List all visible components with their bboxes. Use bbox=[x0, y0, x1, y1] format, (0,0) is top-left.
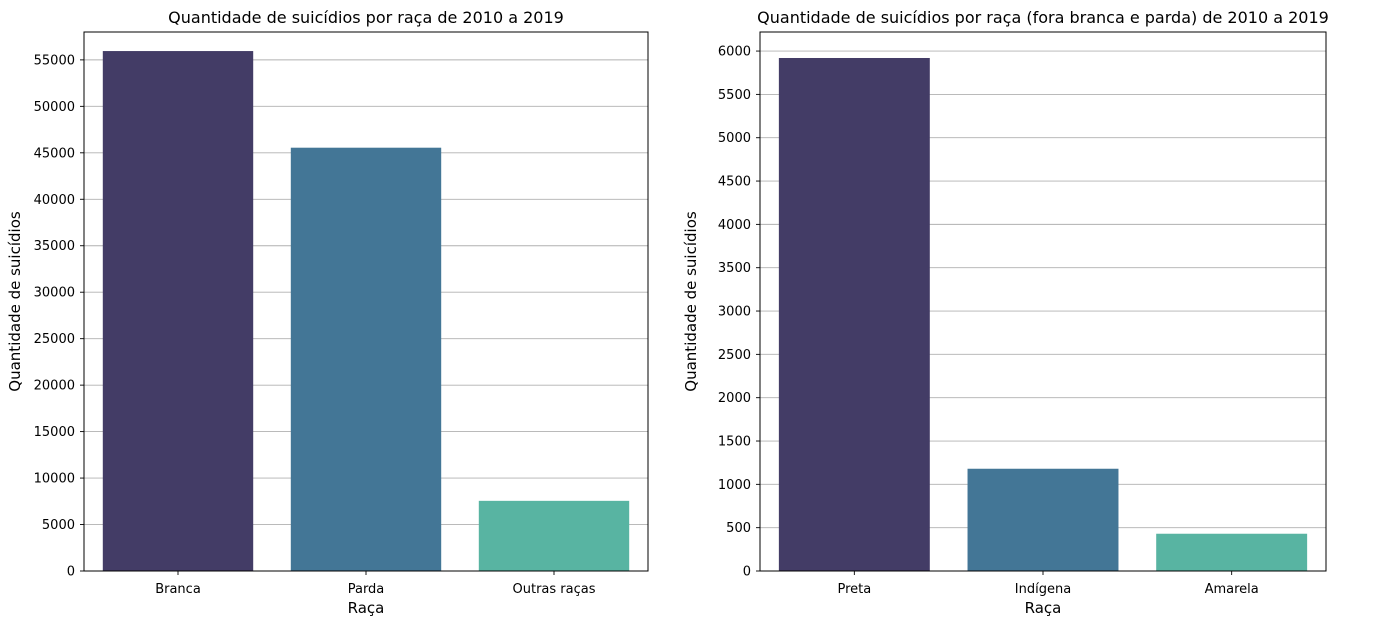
y-tick-label: 50000 bbox=[34, 100, 75, 115]
y-tick-label: 45000 bbox=[34, 146, 75, 161]
bar-indígena bbox=[967, 468, 1119, 571]
chart-suicides-by-race-excluding-white-brown: Quantidade de suicídios por raça (fora b… bbox=[682, 8, 1329, 617]
y-tick-label: 1000 bbox=[718, 478, 751, 493]
y-axis-label: Quantidade de suicídios bbox=[6, 211, 24, 392]
x-axis-label: Raça bbox=[1025, 599, 1062, 617]
x-tick-label: Preta bbox=[837, 582, 871, 597]
y-tick-label: 5000 bbox=[718, 131, 751, 146]
x-tick-label: Outras raças bbox=[513, 582, 596, 597]
y-tick-label: 35000 bbox=[34, 239, 75, 254]
y-tick-label: 6000 bbox=[718, 45, 751, 60]
y-tick-label: 0 bbox=[743, 565, 751, 580]
chart-title: Quantidade de suicídios por raça (fora b… bbox=[757, 8, 1329, 27]
x-axis-label: Raça bbox=[348, 599, 385, 617]
y-tick-label: 2000 bbox=[718, 391, 751, 406]
x-tick-label: Amarela bbox=[1205, 582, 1259, 597]
y-tick-label: 500 bbox=[726, 521, 751, 536]
y-tick-label: 55000 bbox=[34, 53, 75, 68]
plot-frame bbox=[759, 31, 1327, 572]
y-tick-label: 4000 bbox=[718, 218, 751, 233]
y-tick-label: 4500 bbox=[718, 175, 751, 190]
y-tick-label: 0 bbox=[67, 565, 75, 580]
y-tick-label: 3500 bbox=[718, 261, 751, 276]
bar-amarela bbox=[1156, 533, 1308, 571]
bar-parda bbox=[290, 147, 442, 571]
y-tick-label: 5000 bbox=[42, 518, 75, 533]
y-tick-label: 5500 bbox=[718, 88, 751, 103]
chart-suicides-by-race: Quantidade de suicídios por raça de 2010… bbox=[6, 8, 649, 617]
plot-frame bbox=[83, 31, 649, 572]
y-tick-label: 25000 bbox=[34, 332, 75, 347]
chart-title: Quantidade de suicídios por raça de 2010… bbox=[168, 8, 564, 27]
x-tick-label: Parda bbox=[348, 582, 385, 597]
y-tick-label: 3000 bbox=[718, 305, 751, 320]
y-tick-label: 1500 bbox=[718, 435, 751, 450]
x-tick-label: Branca bbox=[155, 582, 201, 597]
x-tick-label: Indígena bbox=[1015, 582, 1071, 597]
bar-branca bbox=[102, 51, 254, 572]
y-axis-label: Quantidade de suicídios bbox=[682, 211, 700, 392]
bar-outras-raças bbox=[478, 500, 630, 571]
y-tick-label: 40000 bbox=[34, 193, 75, 208]
y-tick-label: 30000 bbox=[34, 286, 75, 301]
y-tick-label: 10000 bbox=[34, 472, 75, 487]
y-tick-label: 15000 bbox=[34, 425, 75, 440]
y-tick-label: 20000 bbox=[34, 379, 75, 394]
bar-preta bbox=[778, 57, 930, 572]
y-tick-label: 2500 bbox=[718, 348, 751, 363]
